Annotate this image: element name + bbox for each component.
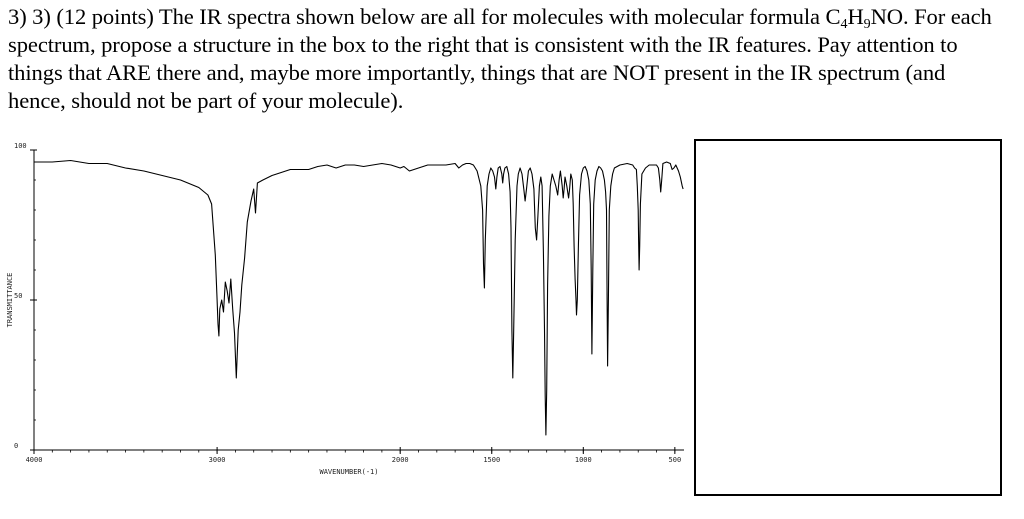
x-axis-label: WAVENUMBER(-1) — [319, 468, 378, 476]
y-axis-label: TRANSMITTANCE — [6, 273, 14, 328]
ir-spectrum-svg: 4000 3000 2000 1500 1000 500 0 50 100 WAVENUMBE… — [6, 142, 684, 476]
formula-h-subscript: 9 — [863, 17, 871, 32]
plot-frame — [33, 150, 684, 451]
question-prefix: 3) 3) (12 points) The IR spectra shown b… — [8, 4, 820, 29]
answer-box[interactable] — [694, 139, 1002, 496]
spectrum-line — [34, 159, 684, 436]
formula-h: H — [847, 4, 864, 29]
y-tick-label: 100 — [14, 142, 27, 150]
formula-rest: NO. — [870, 4, 909, 29]
y-tick-label: 0 — [14, 442, 18, 450]
x-tick-label: 4000 — [26, 456, 43, 464]
x-tick-label: 2000 — [392, 456, 409, 464]
y-axis-ticks: 0 50 100 — [14, 142, 37, 451]
x-tick-label: 1000 — [575, 456, 592, 464]
question-suffix: For each spectrum, propose a structure i… — [8, 4, 992, 113]
x-tick-label: 3000 — [209, 456, 226, 464]
ir-spectrum-chart: 4000 3000 2000 1500 1000 500 0 50 100 WAVENUMBE… — [0, 138, 690, 519]
formula-c: C — [825, 4, 841, 29]
y-tick-label: 50 — [14, 292, 22, 300]
x-axis-ticks: 4000 3000 2000 1500 1000 500 — [26, 447, 682, 464]
question-text: 3) 3) (12 points) The IR spectra shown b… — [8, 3, 1008, 115]
formula-c-subscript: 4 — [840, 17, 848, 32]
x-tick-label: 1500 — [483, 456, 500, 464]
x-tick-label: 500 — [669, 456, 682, 464]
